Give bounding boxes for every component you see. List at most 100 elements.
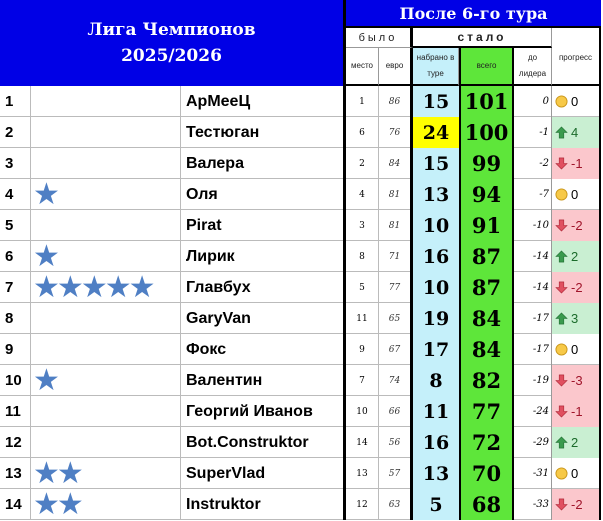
stars: ★ — [31, 179, 181, 210]
arrow-down-icon — [555, 281, 568, 294]
euro-points: 81 — [379, 179, 413, 210]
arrow-up-icon — [555, 250, 568, 263]
stars — [31, 86, 181, 117]
total-points: 91 — [459, 210, 514, 241]
table-row: 4 ★ Оля 4 81 13 94 -7 0 — [0, 179, 601, 210]
euro-header: евро — [379, 48, 413, 86]
rank: 6 — [0, 241, 31, 272]
player-name: SuperVlad — [181, 458, 346, 489]
previous-place: 13 — [346, 458, 379, 489]
rank: 5 — [0, 210, 31, 241]
euro-points: 63 — [379, 489, 413, 520]
gap-to-leader: -10 — [514, 210, 552, 241]
arrow-up-icon — [555, 436, 568, 449]
progress-value: 2 — [571, 435, 579, 450]
rank: 9 — [0, 334, 31, 365]
round-points: 15 — [413, 86, 459, 117]
star-icon: ★ — [104, 271, 132, 304]
progress-value: -1 — [571, 156, 583, 171]
round-points: 8 — [413, 365, 459, 396]
progress: -3 — [552, 365, 601, 396]
table-row: 2 Тестюган 6 76 24 100 -1 4 — [0, 117, 601, 148]
tour-header: набрано в туре — [413, 48, 459, 86]
was-header: было — [346, 28, 413, 48]
neutral-circle-icon — [555, 188, 568, 201]
progress-value: -2 — [571, 280, 583, 295]
arrow-down-icon — [555, 405, 568, 418]
round-points: 19 — [413, 303, 459, 334]
table-row: 9 Фокс 9 67 17 84 -17 0 — [0, 334, 601, 365]
player-name: Валера — [181, 148, 346, 179]
progress: 0 — [552, 334, 601, 365]
previous-place: 7 — [346, 365, 379, 396]
league-title: Лига Чемпионов 2025/2026 — [0, 0, 346, 86]
total-points: 87 — [459, 241, 514, 272]
progress-value: 0 — [571, 187, 579, 202]
place-header: место — [346, 48, 379, 86]
star-icon: ★ — [33, 364, 60, 397]
progress-header: прогресс — [552, 28, 601, 86]
star-icon: ★ — [33, 488, 60, 521]
stars — [31, 303, 181, 334]
table-row: 6 ★ Лирик 8 71 16 87 -14 2 — [0, 241, 601, 272]
progress-value: -3 — [571, 373, 583, 388]
season: 2025/2026 — [121, 46, 222, 66]
total-points: 100 — [459, 117, 514, 148]
progress: 0 — [552, 179, 601, 210]
total-points: 84 — [459, 303, 514, 334]
table-row: 14 ★ ★ Instruktor 12 63 5 68 -33 -2 — [0, 489, 601, 520]
star-icon: ★ — [56, 271, 84, 304]
player-name: АрМееЦ — [181, 86, 346, 117]
neutral-circle-icon — [555, 467, 568, 480]
round-title: После 6-го тура — [346, 0, 601, 28]
rank: 3 — [0, 148, 31, 179]
round-points: 10 — [413, 272, 459, 303]
round-points: 13 — [413, 458, 459, 489]
round-points: 17 — [413, 334, 459, 365]
progress-value: 0 — [571, 94, 579, 109]
now-header: стало — [413, 28, 552, 48]
table-row: 10 ★ Валентин 7 74 8 82 -19 -3 — [0, 365, 601, 396]
euro-points: 74 — [379, 365, 413, 396]
player-name: Георгий Иванов — [181, 396, 346, 427]
stars: ★ ★ ★ ★ ★ — [31, 272, 181, 303]
previous-place: 12 — [346, 489, 379, 520]
table-row: 3 Валера 2 84 15 99 -2 -1 — [0, 148, 601, 179]
player-name: Лирик — [181, 241, 346, 272]
rank: 11 — [0, 396, 31, 427]
round-points: 13 — [413, 179, 459, 210]
progress-value: -2 — [571, 218, 583, 233]
arrow-down-icon — [555, 157, 568, 170]
total-points: 68 — [459, 489, 514, 520]
stars — [31, 148, 181, 179]
player-name: Оля — [181, 179, 346, 210]
round-points: 10 — [413, 210, 459, 241]
euro-points: 66 — [379, 396, 413, 427]
star-icon: ★ — [33, 240, 60, 273]
progress-value: -2 — [571, 497, 583, 512]
table-row: 5 Pirat 3 81 10 91 -10 -2 — [0, 210, 601, 241]
previous-place: 5 — [346, 272, 379, 303]
stars — [31, 210, 181, 241]
previous-place: 6 — [346, 117, 379, 148]
progress-value: 2 — [571, 249, 579, 264]
round-points: 24 — [413, 117, 459, 148]
gap-to-leader: -29 — [514, 427, 552, 458]
player-name: GaryVan — [181, 303, 346, 334]
progress-value: 0 — [571, 466, 579, 481]
player-name: Главбух — [181, 272, 346, 303]
euro-points: 86 — [379, 86, 413, 117]
star-icon: ★ — [33, 457, 60, 490]
previous-place: 14 — [346, 427, 379, 458]
table-row: 11 Георгий Иванов 10 66 11 77 -24 -1 — [0, 396, 601, 427]
gap-to-leader: -7 — [514, 179, 552, 210]
arrow-down-icon — [555, 498, 568, 511]
progress: -1 — [552, 148, 601, 179]
table-row: 8 GaryVan 11 65 19 84 -17 3 — [0, 303, 601, 334]
previous-place: 3 — [346, 210, 379, 241]
euro-points: 84 — [379, 148, 413, 179]
previous-place: 2 — [346, 148, 379, 179]
gap-to-leader: -24 — [514, 396, 552, 427]
round-points: 16 — [413, 241, 459, 272]
star-icon: ★ — [33, 178, 60, 211]
